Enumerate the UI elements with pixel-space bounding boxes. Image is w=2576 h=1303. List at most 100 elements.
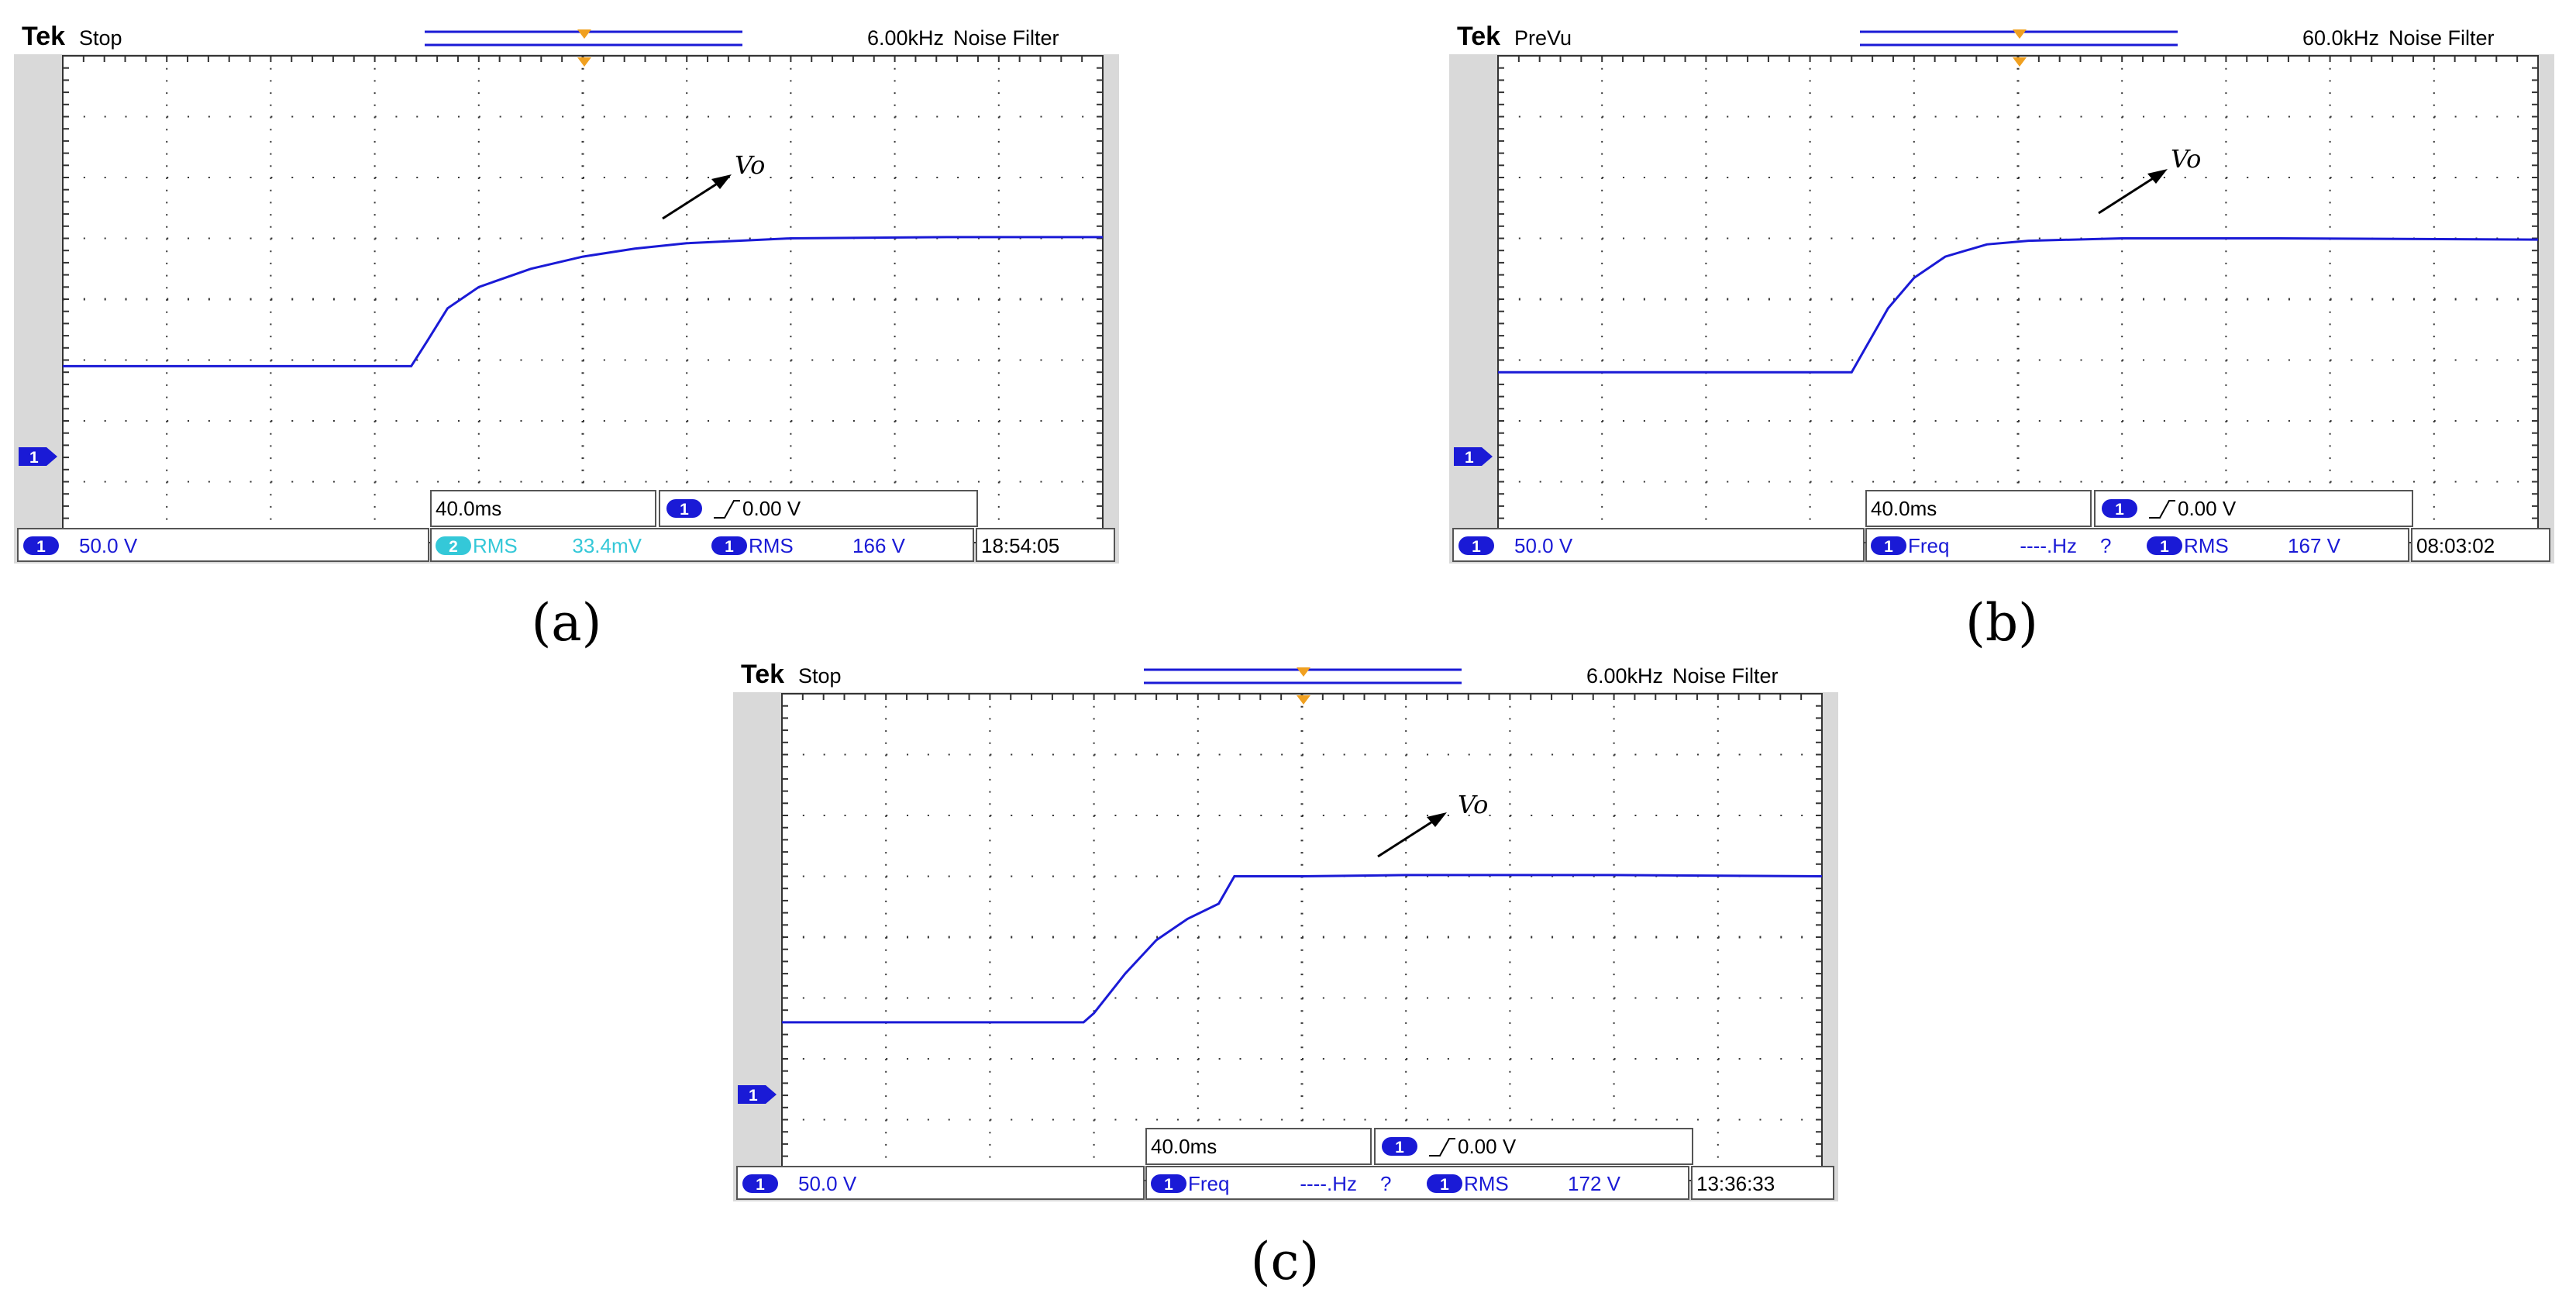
timebase-box — [430, 490, 656, 527]
trigger-level: 0.00 V — [2178, 497, 2237, 520]
measurement-2-value: 167 V — [2288, 534, 2341, 557]
trigger-channel: 1 — [2115, 501, 2124, 519]
measurement-1-name: RMS — [473, 534, 518, 557]
noise-filter-label: Noise Filter — [953, 26, 1059, 50]
vo-annotation: Vo — [1377, 790, 1488, 858]
trigger-position-icon — [1297, 667, 1310, 677]
acquisition-status: Stop — [79, 26, 122, 50]
trigger-box — [1374, 1128, 1693, 1165]
header-bar — [14, 23, 1119, 54]
voltage-trace — [782, 874, 1823, 1024]
timebase-box — [1145, 1128, 1372, 1165]
measurement-2-value: 172 V — [1568, 1172, 1621, 1195]
channel-1-badge — [1382, 1137, 1417, 1156]
arrowhead-icon — [711, 174, 732, 189]
measurement-2-name: RMS — [2184, 534, 2229, 557]
voltage-trace — [1498, 237, 2539, 374]
ch1-scale-box — [17, 528, 429, 562]
trigger-box — [659, 490, 978, 527]
trigger-channel: 1 — [680, 501, 689, 519]
rising-edge-icon — [2149, 500, 2175, 519]
noise-filter-frequency: 6.00kHz — [867, 26, 944, 50]
channel-1-badge — [1458, 536, 1494, 555]
trigger-box — [2094, 490, 2413, 527]
oscilloscope-panel-a: Tek Stop 6.00kHz Noise Filter 1 Vo 40.0m… — [14, 22, 1119, 564]
ch1-scale-box — [736, 1166, 1145, 1200]
measurement-2-channel: 1 — [725, 538, 734, 556]
channel-1-badge — [1427, 1174, 1462, 1193]
noise-filter-frequency: 6.00kHz — [1586, 664, 1663, 688]
channel-1-ground-marker — [19, 447, 57, 466]
channel-marker-label: 1 — [749, 1087, 758, 1105]
clock-box — [2411, 528, 2550, 562]
ch1-badge-label: 1 — [36, 538, 46, 556]
ch1-scale-box — [1452, 528, 1865, 562]
vo-label: Vo — [735, 150, 765, 180]
noise-filter-label: Noise Filter — [1672, 664, 1779, 688]
brand-label: Tek — [741, 660, 784, 689]
channel-1-ground-marker — [1454, 447, 1493, 466]
trigger-channel: 1 — [1395, 1139, 1404, 1156]
vo-annotation: Vo — [2098, 144, 2201, 215]
timebase-readout: 40.0ms — [1871, 497, 1937, 520]
measurement-1-badge — [1151, 1174, 1186, 1193]
graticule — [781, 693, 1823, 1181]
vo-label: Vo — [1458, 790, 1488, 819]
measurement-2-name: RMS — [749, 534, 794, 557]
measurement-box — [1145, 1166, 1689, 1200]
trigger-position-icon — [2013, 29, 2027, 39]
header-bar — [733, 661, 1838, 692]
annotation-arrow — [662, 180, 721, 220]
measurement-1-flag: ? — [1380, 1172, 1391, 1195]
measurement-box — [430, 528, 974, 562]
trigger-level: 0.00 V — [1458, 1135, 1517, 1158]
clock-readout: 13:36:33 — [1696, 1172, 1775, 1195]
timebase-readout: 40.0ms — [1151, 1135, 1217, 1158]
channel-1-badge — [742, 1174, 778, 1193]
channel-marker-label: 1 — [29, 449, 39, 467]
rising-edge-icon — [1429, 1138, 1455, 1156]
acquisition-status: PreVu — [1514, 26, 1572, 50]
voltage-trace — [63, 236, 1103, 367]
channel-1-badge — [711, 536, 747, 555]
measurement-2-channel: 1 — [2160, 538, 2169, 556]
measurement-1-badge — [1871, 536, 1906, 555]
trigger-level: 0.00 V — [742, 497, 801, 520]
clock-box — [976, 528, 1115, 562]
vo-annotation: Vo — [662, 150, 765, 220]
channel-marker-label: 1 — [1465, 449, 1474, 467]
clock-box — [1691, 1166, 1834, 1200]
arrowhead-icon — [2147, 169, 2168, 184]
brand-label: Tek — [1457, 22, 1500, 51]
measurement-1-channel: 2 — [449, 538, 458, 556]
vo-label: Vo — [2171, 144, 2201, 174]
measurement-1-value: ----.Hz — [2020, 534, 2077, 557]
acquisition-status: Stop — [798, 664, 842, 688]
ch1-scale: 50.0 V — [798, 1172, 857, 1195]
measurement-1-badge — [436, 536, 471, 555]
rising-edge-icon — [714, 500, 740, 519]
measurement-1-name: Freq — [1188, 1172, 1229, 1195]
ch1-scale: 50.0 V — [1514, 534, 1573, 557]
panel-caption: (c) — [1251, 1232, 1319, 1291]
trigger-position-icon — [577, 29, 591, 39]
oscilloscope-panel-c: Tek Stop 6.00kHz Noise Filter 1 Vo 40.0m… — [733, 660, 1838, 1201]
annotation-arrow — [1377, 818, 1437, 858]
measurement-2-value: 166 V — [852, 534, 906, 557]
trigger-position-icon — [1297, 695, 1310, 705]
measurement-1-value: ----.Hz — [1300, 1172, 1357, 1195]
panel-caption: (a) — [532, 593, 602, 653]
measurement-2-name: RMS — [1464, 1172, 1509, 1195]
trigger-position-icon — [577, 57, 591, 67]
channel-1-ground-marker — [738, 1085, 777, 1104]
annotation-arrow — [2098, 174, 2158, 215]
panel-caption: (b) — [1965, 593, 2038, 653]
noise-filter-label: Noise Filter — [2388, 26, 2495, 50]
ch1-badge-label: 1 — [756, 1176, 765, 1194]
noise-filter-frequency: 60.0kHz — [2302, 26, 2379, 50]
trigger-position-icon — [2013, 57, 2027, 67]
measurement-2-channel: 1 — [1440, 1176, 1449, 1194]
measurement-1-flag: ? — [2100, 534, 2111, 557]
clock-readout: 08:03:02 — [2416, 534, 2495, 557]
measurement-1-channel: 1 — [1884, 538, 1893, 556]
